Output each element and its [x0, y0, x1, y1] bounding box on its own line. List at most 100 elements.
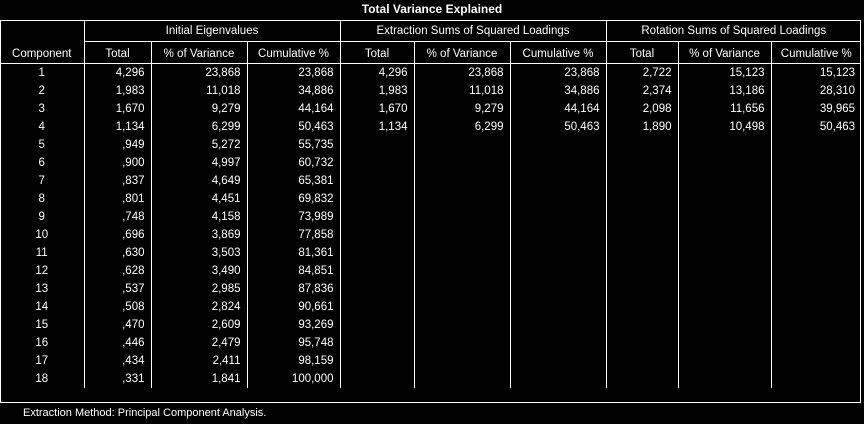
rotation-total-cell [605, 154, 678, 172]
col-header-total: Total [339, 41, 414, 64]
rotation-total-cell [605, 208, 678, 226]
extraction-total-cell: 1,670 [339, 100, 414, 118]
extraction-total-cell [339, 370, 414, 388]
extraction-pct-variance-cell [413, 136, 510, 154]
initial-cumulative-cell: 69,832 [246, 190, 340, 208]
extraction-cumulative-cell [509, 370, 606, 388]
extraction-cumulative-cell [509, 334, 606, 352]
rotation-pct-variance-cell [677, 154, 771, 172]
rotation-pct-variance-cell [677, 298, 771, 316]
rotation-pct-variance-cell [677, 172, 771, 190]
rotation-cumulative-cell [770, 190, 862, 208]
table-row: 10 ,696 3,869 77,858 [0, 226, 862, 244]
extraction-pct-variance-cell: 23,868 [413, 63, 510, 82]
initial-total-cell: ,837 [83, 172, 151, 190]
component-cell: 10 [35, 229, 49, 241]
extraction-total-cell [339, 172, 414, 190]
group-header-extraction: Extraction Sums of Squared Loadings [339, 20, 606, 42]
table-row: 3 1,670 9,279 44,164 1,670 9,279 44,164 2,098 11… [0, 100, 862, 118]
initial-total-cell: ,470 [83, 316, 151, 334]
extraction-total-cell: 1,983 [339, 82, 414, 100]
initial-cumulative-cell: 100,000 [246, 370, 340, 388]
extraction-pct-variance-cell [413, 172, 510, 190]
extraction-pct-variance-cell [413, 316, 510, 334]
table-row: 14 ,508 2,824 90,661 [0, 298, 862, 316]
component-cell: 6 [38, 157, 45, 169]
component-cell: 2 [38, 85, 45, 97]
rotation-cumulative-cell [770, 298, 862, 316]
rotation-total-cell [605, 172, 678, 190]
rotation-total-cell: 1,890 [605, 118, 678, 136]
rotation-cumulative-cell: 39,965 [770, 100, 862, 118]
extraction-total-cell [339, 226, 414, 244]
extraction-total-cell [339, 244, 414, 262]
initial-cumulative-cell: 98,159 [246, 352, 340, 370]
component-cell: 13 [35, 283, 49, 295]
table-row: 16 ,446 2,479 95,748 [0, 334, 862, 352]
extraction-cumulative-cell [509, 298, 606, 316]
initial-total-cell: ,696 [83, 226, 151, 244]
table-row: 11 ,630 3,503 81,361 [0, 244, 862, 262]
table-row: 1 4,296 23,868 23,868 4,296 23,868 23,868 2,722… [0, 63, 862, 82]
extraction-pct-variance-cell [413, 226, 510, 244]
col-header-pct-variance: % of Variance [677, 41, 771, 64]
component-cell: 1 [38, 67, 45, 79]
component-cell: 17 [35, 355, 49, 367]
initial-pct-variance-cell: 3,869 [150, 226, 247, 244]
extraction-pct-variance-cell [413, 154, 510, 172]
col-header-pct-variance: % of Variance [413, 41, 510, 64]
initial-cumulative-cell: 90,661 [246, 298, 340, 316]
initial-total-cell: 1,134 [83, 118, 151, 136]
component-header-top [0, 20, 84, 42]
extraction-pct-variance-cell [413, 280, 510, 298]
initial-pct-variance-cell: 4,451 [150, 190, 247, 208]
rotation-cumulative-cell [770, 244, 862, 262]
extraction-cumulative-cell [509, 280, 606, 298]
rotation-total-cell [605, 334, 678, 352]
rotation-pct-variance-cell: 15,123 [677, 63, 771, 82]
extraction-cumulative-cell: 23,868 [509, 63, 606, 82]
rotation-total-cell [605, 136, 678, 154]
initial-total-cell: ,628 [83, 262, 151, 280]
initial-cumulative-cell: 77,858 [246, 226, 340, 244]
extraction-cumulative-cell [509, 262, 606, 280]
extraction-pct-variance-cell [413, 262, 510, 280]
extraction-total-cell [339, 352, 414, 370]
rotation-total-cell [605, 352, 678, 370]
rotation-cumulative-cell [770, 262, 862, 280]
table-row: 13 ,537 2,985 87,836 [0, 280, 862, 298]
extraction-total-cell [339, 208, 414, 226]
rotation-cumulative-cell: 15,123 [770, 63, 862, 82]
rotation-pct-variance-cell [677, 334, 771, 352]
component-cell: 3 [38, 103, 45, 115]
rotation-pct-variance-cell [677, 244, 771, 262]
initial-cumulative-cell: 50,463 [246, 118, 340, 136]
rotation-pct-variance-cell [677, 190, 771, 208]
component-cell: 7 [38, 175, 45, 187]
initial-pct-variance-cell: 1,841 [150, 370, 247, 388]
initial-cumulative-cell: 73,989 [246, 208, 340, 226]
rotation-cumulative-cell [770, 154, 862, 172]
component-cell: 5 [38, 139, 45, 151]
rotation-total-cell [605, 370, 678, 388]
initial-cumulative-cell: 55,735 [246, 136, 340, 154]
initial-total-cell: ,508 [83, 298, 151, 316]
component-cell: 18 [35, 373, 49, 385]
extraction-total-cell [339, 298, 414, 316]
initial-cumulative-cell: 93,269 [246, 316, 340, 334]
initial-pct-variance-cell: 11,018 [150, 82, 247, 100]
table-row: 15 ,470 2,609 93,269 [0, 316, 862, 334]
col-header-total: Total [605, 41, 678, 64]
extraction-cumulative-cell [509, 136, 606, 154]
initial-cumulative-cell: 34,886 [246, 82, 340, 100]
col-header-total: Total [83, 41, 151, 64]
rotation-cumulative-cell [770, 370, 862, 388]
rotation-cumulative-cell [770, 226, 862, 244]
extraction-pct-variance-cell [413, 208, 510, 226]
table-row: 4 1,134 6,299 50,463 1,134 6,299 50,463 1,890 10… [0, 118, 862, 136]
rotation-cumulative-cell [770, 136, 862, 154]
rotation-total-cell: 2,098 [605, 100, 678, 118]
extraction-total-cell [339, 262, 414, 280]
initial-cumulative-cell: 81,361 [246, 244, 340, 262]
table-row: 6 ,900 4,997 60,732 [0, 154, 862, 172]
